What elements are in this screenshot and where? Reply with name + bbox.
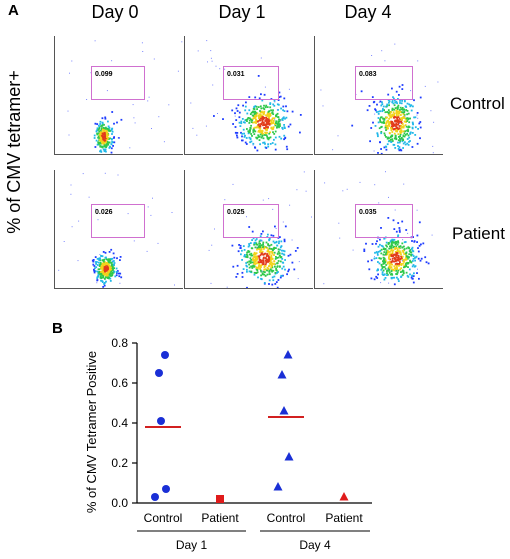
panel-b-scatter-chart: B % of CMV Tetramer Positive 0.0 0.2 0.4 0.… — [52, 320, 372, 552]
density-cloud — [320, 43, 439, 154]
tetramer-gate — [355, 204, 413, 238]
density-cloud — [190, 40, 302, 152]
panel-a-y-label: % of CMV tetramer+ — [4, 70, 24, 234]
data-point — [279, 406, 289, 415]
day-group-label: Day 4 — [299, 538, 331, 552]
y-tick-label: 0.4 — [111, 416, 128, 430]
gate-value: 0.031 — [227, 71, 245, 78]
x-category-label: Patient — [201, 511, 239, 525]
data-point — [157, 417, 165, 425]
gate-value: 0.026 — [95, 209, 113, 216]
column-header-day0: Day 0 — [91, 2, 139, 22]
data-point — [161, 351, 169, 359]
data-point — [162, 485, 170, 493]
gate-value: 0.025 — [227, 209, 245, 216]
flow-plot-control-day1: 0.031 — [184, 36, 313, 155]
data-point — [216, 495, 224, 503]
gate-value: 0.099 — [95, 71, 113, 78]
tetramer-gate — [223, 66, 279, 100]
y-tick-label: 0.2 — [111, 456, 128, 470]
data-point — [283, 350, 293, 359]
flow-plot-patient-day0: 0.026 — [54, 170, 183, 289]
data-point — [151, 493, 159, 501]
y-tick-label: 0.8 — [111, 336, 128, 350]
panel-b-y-axis-label: % of CMV Tetramer Positive — [84, 351, 99, 513]
x-category-label: Control — [267, 511, 306, 525]
row-label-patient: Patient — [452, 224, 505, 243]
flow-plot-patient-day1: 0.025 — [184, 170, 313, 289]
density-cloud — [208, 171, 312, 288]
x-category-label: Patient — [325, 511, 363, 525]
gate-value: 0.083 — [359, 71, 377, 78]
tetramer-gate — [223, 204, 279, 238]
flow-plot-control-day4: 0.083 — [314, 36, 443, 155]
tetramer-gate — [355, 66, 413, 100]
density-cloud — [67, 40, 183, 154]
column-header-day4: Day 4 — [344, 2, 392, 22]
tetramer-gate — [91, 66, 145, 100]
day-group-label: Day 1 — [176, 538, 208, 552]
data-point — [273, 482, 283, 491]
data-point — [155, 369, 163, 377]
column-header-day1: Day 1 — [218, 2, 266, 22]
panel-b-letter: B — [52, 320, 63, 337]
flow-plot-patient-day4: 0.035 — [314, 170, 443, 289]
flow-plot-control-day0: 0.099 — [54, 36, 183, 155]
density-cloud — [58, 172, 175, 288]
y-tick-label: 0.0 — [111, 496, 128, 510]
data-point — [277, 370, 287, 379]
y-tick-label: 0.6 — [111, 376, 128, 390]
data-point — [284, 452, 294, 461]
panel-a-letter: A — [8, 2, 19, 19]
gate-value: 0.035 — [359, 209, 377, 216]
row-label-control: Control — [450, 94, 505, 113]
x-category-label: Control — [144, 511, 183, 525]
data-point — [339, 492, 349, 501]
tetramer-gate — [91, 204, 145, 238]
density-cloud — [323, 171, 433, 286]
